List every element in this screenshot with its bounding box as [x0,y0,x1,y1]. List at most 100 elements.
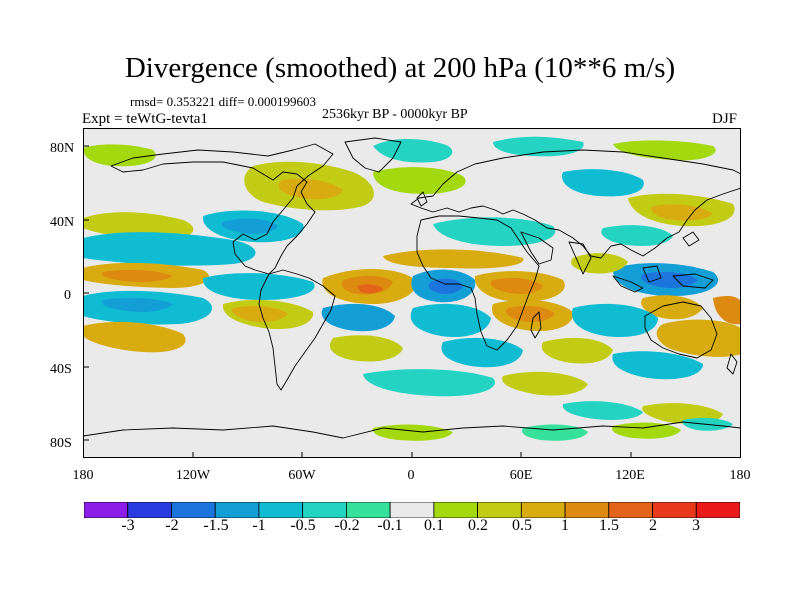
colorbar [84,502,740,518]
australia-coastline [644,301,718,359]
colorbar-label: 3 [692,517,700,534]
contour-region [278,178,343,200]
contour-region [441,337,523,368]
colorbar-label: -2 [165,517,179,534]
south-america-coastline [258,269,336,391]
contour-region [612,422,681,439]
new-guinea-coastline [672,273,714,289]
contour-region [329,335,403,362]
contour-region [321,303,395,332]
north-america-coastline [110,143,334,275]
axis-ticks [83,145,632,458]
lon-label: 180 [72,468,94,483]
contour-region [490,278,543,294]
experiment-label: Expt = teWtG-tevta1 [82,111,208,127]
contour-region [373,139,453,163]
contour-region [506,306,555,322]
contour-region [613,140,716,161]
colorbar-swatch [433,502,478,518]
colorbar-label: -0.1 [377,517,403,534]
contour-region [651,204,713,221]
india-coastline [568,241,592,275]
contour-region [641,295,703,320]
colorbar-swatch [345,502,391,518]
contour-region [83,232,256,266]
africa-coastline [416,215,540,351]
colorbar-swatch [389,502,435,518]
colorbar-label: 0.5 [512,517,532,534]
contour-region [410,303,491,338]
colorbar-swatch [520,502,566,518]
colorbar-swatch [564,502,610,518]
coastline-layer [83,137,741,439]
lon-label: 120W [175,468,211,483]
contour-region [713,296,741,325]
contour-region [571,303,658,338]
contour-fill-layer [83,136,741,441]
lon-label: 60W [288,468,316,483]
japan-coastline [682,231,700,247]
colorbar-label: 1.5 [599,517,619,534]
contour-region [562,169,644,197]
colorbar-label: 2 [649,517,657,534]
contour-region [601,225,673,246]
contour-region [221,218,278,234]
colorbar-swatch [608,502,653,518]
colorbar-label: -0.2 [334,517,360,534]
lon-label: 120E [615,468,645,483]
contour-region [612,351,703,380]
colorbar-swatch [477,502,522,518]
colorbar-swatch [695,502,740,518]
contour-region [428,278,463,294]
contour-region [231,306,288,322]
contour-region [101,297,173,312]
british-isles-coastline [416,191,428,207]
contour-region [101,269,173,283]
lat-label: 40N [50,215,75,230]
sumatra-coastline [612,275,644,293]
borneo-coastline [642,265,662,283]
colorbar-label: -1 [252,517,266,534]
lon-label: 60E [509,468,533,483]
statistics-label: rmsd= 0.353221 diff= 0.000199603 [130,94,316,109]
contour-region [562,401,643,420]
colorbar-label: 1 [561,517,569,534]
contour-region [357,284,383,294]
colorbar-swatch [258,502,304,518]
plot-title: Divergence (smoothed) at 200 hPa (10**6 … [124,52,676,84]
colorbar-label: 0.2 [468,517,488,534]
colorbar-label: -0.5 [290,517,316,534]
contour-region [541,337,613,364]
lon-label: 180 [729,468,751,483]
colorbar-swatch [171,502,216,518]
contour-region [641,272,698,288]
lat-label: 80S [50,436,72,451]
new-zealand-coastline [726,353,738,375]
lat-label: 40S [50,362,72,377]
period-label: 2536kyr BP - 0000kyr BP [322,107,468,122]
arabia-coastline [520,231,554,265]
contour-region [83,144,156,167]
lat-label: 0 [64,288,71,303]
colorbar-swatch [214,502,260,518]
contour-region [83,321,186,353]
colorbar-swatch [84,502,129,518]
antarctica-coastline [83,421,741,439]
contour-region [373,167,466,194]
lon-label: 0 [407,468,415,483]
madagascar-coastline [530,311,542,339]
colorbar-label: 0.1 [424,517,444,534]
divergence-map [83,128,741,458]
lat-label: 80N [50,141,75,156]
colorbar-swatch [652,502,697,518]
colorbar-swatch [302,502,347,518]
contour-region [363,369,495,397]
eurasia-coastline [410,149,741,259]
colorbar-label: -3 [121,517,135,534]
contour-region [202,273,315,300]
greenland-coastline [344,137,402,173]
contour-region [656,319,741,357]
season-label: DJF [712,111,738,127]
colorbar-swatch [127,502,172,518]
colorbar-label: -1.5 [203,517,229,534]
